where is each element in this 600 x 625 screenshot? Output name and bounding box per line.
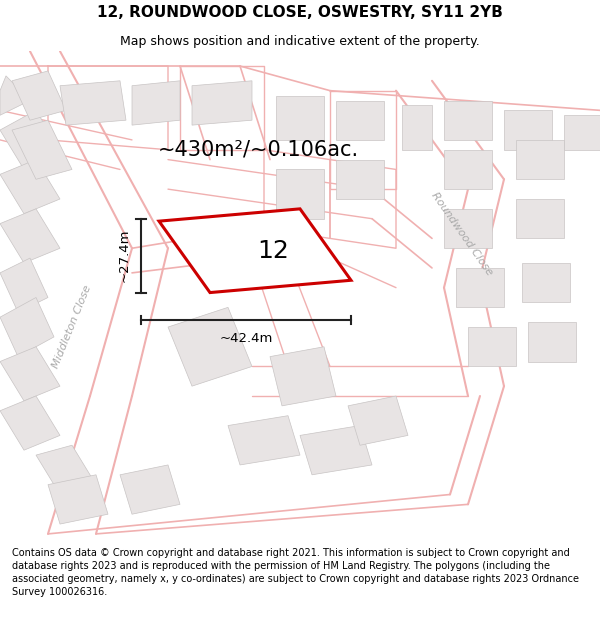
- Text: ~430m²/~0.106ac.: ~430m²/~0.106ac.: [157, 140, 359, 160]
- Polygon shape: [0, 111, 60, 169]
- Polygon shape: [132, 81, 180, 125]
- Polygon shape: [336, 159, 384, 199]
- Text: ~27.4m: ~27.4m: [117, 229, 130, 282]
- Polygon shape: [564, 115, 600, 150]
- Polygon shape: [12, 71, 66, 120]
- Polygon shape: [228, 416, 300, 465]
- Polygon shape: [444, 209, 492, 248]
- Polygon shape: [270, 347, 336, 406]
- Text: ~42.4m: ~42.4m: [220, 332, 272, 345]
- Polygon shape: [516, 140, 564, 179]
- Polygon shape: [348, 396, 408, 445]
- Polygon shape: [0, 209, 60, 263]
- Polygon shape: [276, 96, 324, 140]
- Polygon shape: [60, 81, 126, 125]
- Text: Roundwood Close: Roundwood Close: [430, 190, 494, 277]
- Polygon shape: [159, 209, 351, 292]
- Polygon shape: [12, 120, 72, 179]
- Text: Middleton Close: Middleton Close: [51, 284, 93, 370]
- Polygon shape: [48, 475, 108, 524]
- Polygon shape: [468, 327, 516, 366]
- Polygon shape: [0, 76, 30, 115]
- Polygon shape: [0, 396, 60, 450]
- Polygon shape: [300, 426, 372, 475]
- Polygon shape: [516, 199, 564, 238]
- Polygon shape: [402, 106, 432, 150]
- Polygon shape: [444, 101, 492, 140]
- Polygon shape: [456, 268, 504, 308]
- Polygon shape: [504, 111, 552, 150]
- Polygon shape: [528, 322, 576, 361]
- Polygon shape: [0, 159, 60, 214]
- Polygon shape: [36, 445, 96, 494]
- Polygon shape: [444, 150, 492, 189]
- Text: Contains OS data © Crown copyright and database right 2021. This information is : Contains OS data © Crown copyright and d…: [12, 548, 579, 598]
- Polygon shape: [192, 81, 252, 125]
- Text: 12: 12: [257, 239, 289, 262]
- Text: 12, ROUNDWOOD CLOSE, OSWESTRY, SY11 2YB: 12, ROUNDWOOD CLOSE, OSWESTRY, SY11 2YB: [97, 5, 503, 20]
- Text: Map shows position and indicative extent of the property.: Map shows position and indicative extent…: [120, 34, 480, 48]
- Polygon shape: [0, 258, 48, 312]
- Polygon shape: [0, 298, 54, 357]
- Polygon shape: [120, 465, 180, 514]
- Polygon shape: [522, 263, 570, 302]
- Polygon shape: [0, 347, 60, 401]
- Polygon shape: [276, 169, 324, 219]
- Polygon shape: [168, 308, 252, 386]
- Polygon shape: [336, 101, 384, 140]
